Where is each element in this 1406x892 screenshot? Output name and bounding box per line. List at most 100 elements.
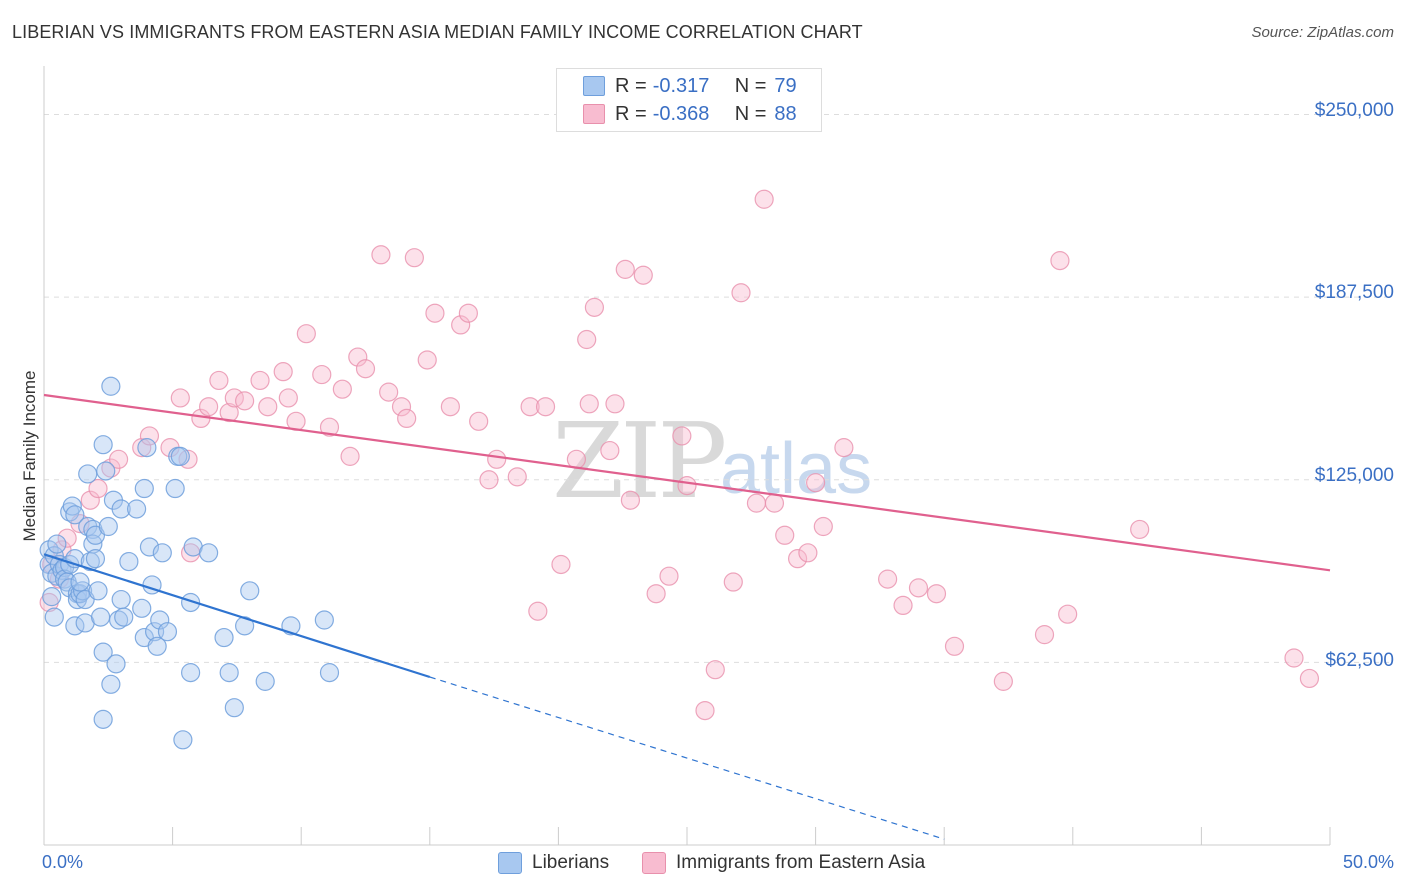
- data-point-liberians: [314, 610, 334, 630]
- data-point-immigrants: [425, 303, 445, 323]
- data-point-liberians: [165, 478, 185, 499]
- data-point-immigrants: [139, 426, 160, 446]
- data-point-immigrants: [672, 426, 692, 446]
- data-point-immigrants: [312, 364, 332, 385]
- data-point-immigrants: [746, 493, 767, 513]
- data-point-immigrants: [944, 636, 965, 656]
- data-point-liberians: [93, 642, 113, 662]
- data-point-liberians: [101, 376, 121, 396]
- data-point-liberians: [47, 534, 67, 554]
- trend-lines: [43, 393, 1331, 840]
- data-point-immigrants: [695, 700, 715, 721]
- data-point-liberians: [93, 435, 113, 455]
- data-point-immigrants: [379, 382, 399, 402]
- data-point-immigrants: [332, 379, 352, 399]
- data-point-liberians: [173, 730, 193, 750]
- data-point-immigrants: [805, 473, 826, 493]
- data-point-immigrants: [659, 566, 679, 586]
- legend-n-value: 88: [774, 102, 797, 125]
- data-point-immigrants: [834, 438, 854, 458]
- data-point-immigrants: [479, 470, 499, 490]
- data-point-liberians: [255, 671, 275, 691]
- data-point-liberians: [111, 589, 131, 610]
- data-point-liberians: [219, 663, 239, 683]
- data-point-immigrants: [278, 388, 298, 408]
- data-point-immigrants: [798, 543, 818, 563]
- y-tick-label: $62,500: [1325, 650, 1394, 672]
- series-legend: Liberians Immigrants from Eastern Asia: [0, 852, 1406, 878]
- data-point-immigrants: [646, 584, 666, 604]
- data-point-liberians: [150, 610, 170, 630]
- data-point-immigrants: [273, 362, 293, 382]
- data-point-immigrants: [775, 525, 795, 545]
- data-point-liberians: [65, 505, 85, 525]
- data-point-liberians: [181, 663, 201, 683]
- data-point-immigrants: [1050, 251, 1070, 271]
- data-point-immigrants: [80, 490, 100, 510]
- data-point-liberians: [78, 464, 98, 484]
- legend-item-immigrants: Immigrants from Eastern Asia: [642, 852, 925, 874]
- axes: [43, 66, 1331, 846]
- data-point-immigrants: [764, 493, 785, 513]
- legend-swatch-pink: [642, 852, 666, 874]
- data-point-liberians: [88, 581, 108, 601]
- data-point-immigrants: [1034, 625, 1055, 645]
- data-point-immigrants: [235, 391, 255, 411]
- data-point-liberians: [42, 587, 62, 607]
- series-immigrants-eastern-asia: [39, 189, 1320, 721]
- legend-n-value: 79: [774, 74, 797, 97]
- legend-r-value: -0.317: [652, 74, 710, 97]
- data-point-immigrants: [520, 397, 540, 417]
- data-point-immigrants: [584, 297, 605, 317]
- data-point-immigrants: [551, 554, 571, 575]
- legend-n-label: N =: [734, 74, 767, 97]
- legend-n-label: N =: [734, 102, 767, 125]
- y-tick-label: $125,000: [1314, 464, 1394, 486]
- data-point-liberians: [111, 499, 131, 519]
- legend-r-value: -0.368: [652, 102, 710, 125]
- data-point-liberians: [90, 607, 111, 627]
- trend-line-liberians: [43, 553, 431, 679]
- data-point-immigrants: [340, 446, 360, 466]
- data-point-immigrants: [57, 528, 77, 548]
- data-point-liberians: [224, 698, 244, 718]
- data-point-immigrants: [404, 248, 424, 268]
- data-point-liberians: [85, 549, 106, 569]
- trend-extension-liberians: [429, 676, 945, 840]
- legend-row-immigrants: R = -0.368 N = 88: [583, 102, 797, 126]
- data-point-immigrants: [440, 397, 460, 417]
- data-point-immigrants: [458, 303, 478, 323]
- data-point-immigrants: [1058, 604, 1078, 624]
- data-point-liberians: [319, 663, 340, 683]
- data-point-liberians: [126, 499, 147, 519]
- data-point-immigrants: [787, 549, 808, 569]
- data-point-immigrants: [469, 411, 489, 431]
- data-point-immigrants: [170, 388, 190, 408]
- data-point-immigrants: [258, 397, 278, 417]
- data-point-liberians: [152, 543, 172, 563]
- data-point-liberians: [199, 543, 219, 563]
- data-point-liberians: [119, 551, 139, 572]
- data-point-liberians: [181, 592, 201, 613]
- y-tick-label: $187,500: [1314, 282, 1394, 304]
- series-liberians: [39, 376, 340, 750]
- data-point-immigrants: [451, 315, 471, 335]
- data-point-immigrants: [219, 402, 239, 423]
- data-point-liberians: [101, 674, 121, 694]
- x-tick-label-min: 0.0%: [42, 852, 84, 872]
- data-point-liberians: [147, 636, 167, 656]
- data-point-immigrants: [319, 417, 340, 437]
- data-point-immigrants: [1130, 519, 1150, 540]
- gridlines: [44, 114, 1394, 663]
- data-point-immigrants: [417, 350, 437, 370]
- data-point-immigrants: [677, 476, 697, 496]
- correlation-legend: R = -0.317 N = 79 R = -0.368 N = 88: [556, 68, 822, 132]
- data-point-immigrants: [579, 394, 599, 414]
- chart-title: LIBERIAN VS IMMIGRANTS FROM EASTERN ASIA…: [12, 22, 863, 42]
- data-point-immigrants: [108, 449, 129, 469]
- y-tick-label: $250,000: [1314, 99, 1394, 121]
- data-point-immigrants: [926, 584, 947, 604]
- data-point-immigrants: [528, 601, 548, 621]
- watermark-atlas: atlas: [720, 429, 873, 509]
